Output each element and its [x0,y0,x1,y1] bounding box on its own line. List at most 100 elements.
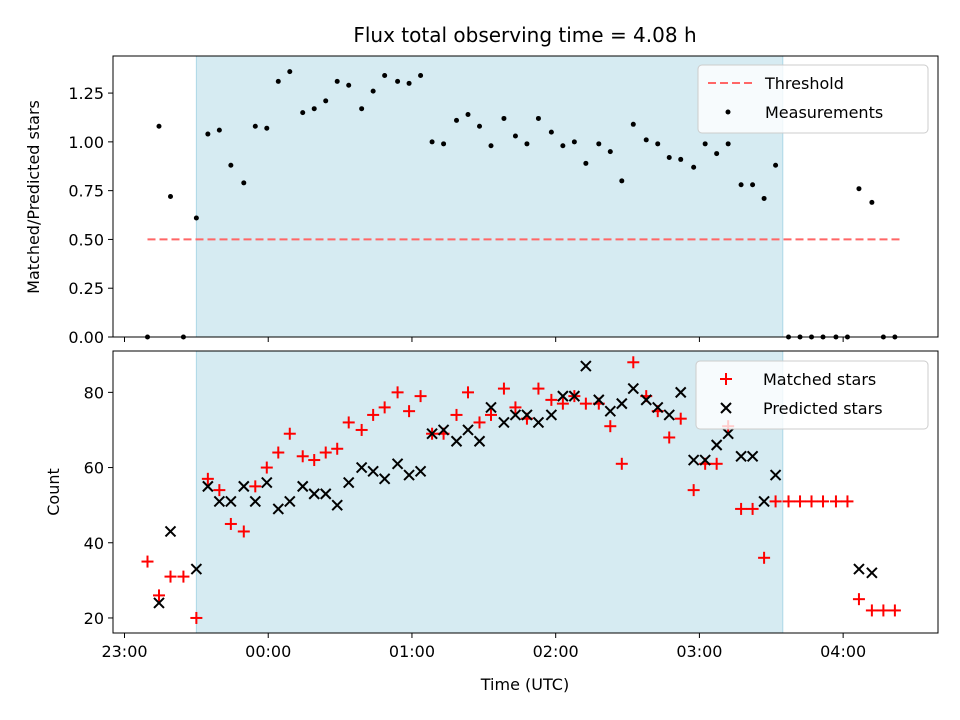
predicted-stars-point [297,480,309,493]
bottom-y-tick-label: 60 [84,459,104,478]
matched-stars-point [877,604,890,617]
predicted-stars-point [378,473,391,485]
predicted-stars-point [616,397,628,410]
matched-stars-legend-label: Matched stars [763,370,876,389]
measurement-point [241,180,247,186]
matched-stars-point [152,589,165,602]
predicted-stars-point [284,495,296,508]
predicted-stars-point [545,409,558,421]
x-axis-label: Time (UTC) [480,675,569,694]
x-tick-label: 02:00 [533,642,579,661]
matched-stars-point [509,401,522,414]
top-y-axis-label: Matched/Predicted stars [24,100,43,294]
measurement-point [869,199,875,205]
matched-stars-point [450,408,463,421]
chart-title: Flux total observing time = 4.08 h [353,23,696,47]
matched-stars-point [213,484,226,497]
predicted-stars-point [521,409,533,421]
matched-stars-point [164,570,177,583]
matched-stars-point [260,461,273,474]
predicted-stars-point [308,488,320,500]
bottom-legend: Matched stars Predicted stars [695,360,929,430]
matched-stars-point [403,405,416,418]
predicted-stars-point [437,424,450,436]
predicted-stars-point [320,488,332,500]
measurement-point [501,115,507,121]
matched-stars-point [224,517,237,530]
measurement-point [156,123,162,129]
measurement-point [346,82,352,88]
measurement-point [607,149,613,155]
measurement-point [382,73,388,79]
bottom-plot-frame [112,350,939,634]
measurement-point [856,186,862,192]
predicted-stars-point [557,390,569,402]
measurements-legend-swatch [725,109,731,115]
predicted-stars-point [710,439,723,451]
matched-stars-point [249,480,262,493]
measurement-point [300,110,306,116]
x-tick-label: 01:00 [389,642,435,661]
matched-stars-legend-swatch [720,373,732,385]
predicted-stars-point [238,480,250,493]
measurement-point [441,141,447,147]
measurement-point [619,178,625,184]
matched-stars-point [237,525,250,538]
predicted-stars-point [272,503,284,515]
matched-stars-point [201,472,214,485]
predicted-stars-point [769,469,782,481]
matched-stars-point [308,454,321,467]
measurement-point [571,139,577,145]
measurement-point [323,98,329,104]
matched-stars-point [355,423,368,436]
predicted-stars-point [758,495,770,508]
measurement-point [725,141,731,147]
predicted-stars-point [367,465,379,478]
measurement-point [761,195,767,201]
predicted-stars-point [202,480,214,493]
top-plot-frame [112,55,939,338]
measurement-point [512,133,518,139]
matched-stars-point [272,446,285,459]
measurement-point [535,115,541,121]
predicted-stars-point [414,465,427,478]
predicted-stars-point [462,424,474,436]
predicted-stars-point [485,401,497,414]
bottom-x-axis: 23:00 00:00 01:00 02:00 03:00 04:00 [101,633,866,661]
predicted-stars-point [675,386,687,399]
predicted-stars-point [343,476,355,489]
predicted-stars-point [699,454,711,466]
predicted-stars-point [153,597,165,609]
measurement-point [167,194,173,199]
predicted-stars-point [735,450,747,462]
predicted-stars-point [640,394,652,406]
matched-stars-point [367,408,380,421]
threshold-legend-label: Threshold [764,74,844,93]
measurement-point [264,125,270,131]
predicted-stars-point [593,394,605,406]
measurement-point [334,78,340,84]
predicted-stars-point [687,454,700,466]
matched-stars-point [852,593,865,606]
matched-stars-point [794,495,807,508]
measurement-point [418,73,424,79]
predicted-stars-point [866,567,878,579]
predicted-stars-point [722,428,734,440]
measurement-point [583,160,589,166]
predicted-stars-point [604,405,617,417]
bottom-plot-marks [141,356,901,624]
matched-stars-point [829,495,842,508]
bottom-y-axis: 20 40 60 80 [84,383,113,628]
predicted-stars-point [261,476,273,489]
measurement-point [750,182,756,188]
measurement-point [596,141,602,147]
measurement-point [738,182,744,188]
predicted-stars-point [450,435,463,447]
matched-stars-point [532,382,545,395]
matched-stars-point [758,551,771,564]
measurement-point [488,143,494,149]
matched-stars-point [865,604,878,617]
matched-stars-point [342,416,355,429]
matched-stars-point [627,356,640,369]
matched-stars-point [331,442,344,455]
